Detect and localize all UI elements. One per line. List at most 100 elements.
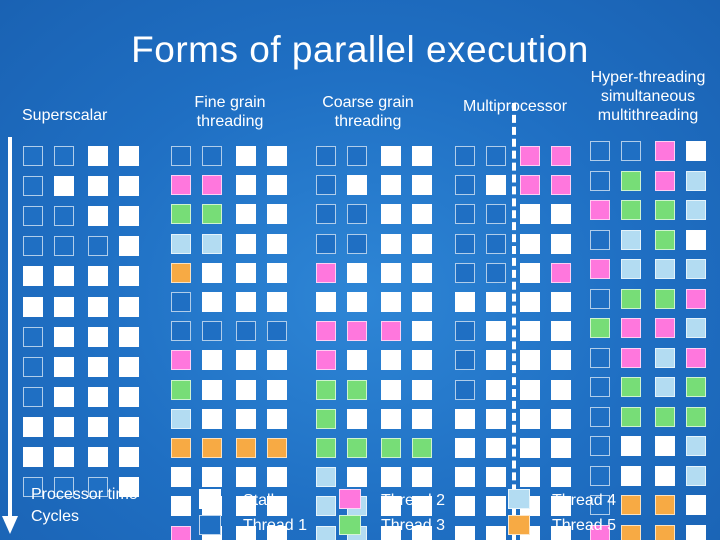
cell-thread-1 [621,141,641,161]
cell-stall [267,263,287,283]
header-coarse-grain: Coarse grain threading [306,93,430,131]
cell-stall [621,466,641,486]
cell-thread-1 [347,234,367,254]
cell-thread-1 [23,236,43,256]
legend-swatch-thread-5 [508,515,530,535]
cell-thread-2 [551,175,571,195]
header-smt-line2: simultaneous [600,88,696,105]
cell-stall [88,327,108,347]
cell-stall [236,496,256,516]
cell-thread-1 [455,263,475,283]
cell-stall [520,292,540,312]
cell-thread-2 [655,171,675,191]
cell-stall [119,206,139,226]
header-fine-grain: Fine grain threading [170,93,290,131]
cell-stall [88,176,108,196]
cell-thread-1 [455,350,475,370]
cell-stall [381,380,401,400]
cell-thread-2 [520,175,540,195]
cell-stall [202,292,222,312]
cell-thread-1 [590,348,610,368]
cell-stall [520,380,540,400]
cell-stall [347,350,367,370]
cell-stall [621,436,641,456]
cell-stall [23,297,43,317]
cell-stall [486,496,506,516]
cell-stall [412,292,432,312]
cell-stall [455,496,475,516]
cell-stall [520,350,540,370]
cell-stall [267,409,287,429]
cell-stall [381,146,401,166]
cell-stall [551,409,571,429]
cell-stall [236,526,256,540]
cell-thread-1 [23,176,43,196]
cell-thread-2 [316,321,336,341]
cell-stall [23,417,43,437]
cell-thread-4 [655,348,675,368]
cell-thread-4 [655,259,675,279]
cell-stall [686,230,706,250]
cell-thread-1 [202,321,222,341]
cell-stall [54,447,74,467]
cell-stall [119,146,139,166]
cell-thread-1 [171,321,191,341]
cell-stall [412,526,432,540]
cell-thread-1 [23,327,43,347]
time-caption: Processor time Cycles [31,484,171,528]
cell-thread-2 [171,350,191,370]
cell-stall [686,141,706,161]
cell-stall [412,263,432,283]
cell-thread-2 [202,175,222,195]
cell-thread-2 [655,141,675,161]
cell-thread-2 [347,321,367,341]
cell-thread-5 [621,525,641,540]
cell-stall [655,466,675,486]
cell-stall [551,321,571,341]
cell-stall [412,380,432,400]
cell-thread-3 [655,407,675,427]
cell-stall [316,292,336,312]
cell-thread-4 [686,200,706,220]
cell-thread-2 [590,259,610,279]
legend-label-thread-3: Thread 3 [381,517,446,534]
cell-thread-3 [621,171,641,191]
cell-thread-1 [455,204,475,224]
cell-thread-1 [316,204,336,224]
cell-thread-1 [54,236,74,256]
cell-stall [412,467,432,487]
cell-stall [455,467,475,487]
cell-thread-4 [171,234,191,254]
cell-stall [686,495,706,515]
header-coarse-grain-line2: threading [334,113,402,130]
cell-thread-4 [686,171,706,191]
cell-stall [236,350,256,370]
cell-thread-1 [590,230,610,250]
cell-thread-2 [590,200,610,220]
cell-thread-3 [412,438,432,458]
cell-thread-1 [54,206,74,226]
cell-thread-1 [236,321,256,341]
cell-stall [88,146,108,166]
legend-swatch-stall [199,489,221,509]
cell-stall [412,234,432,254]
cell-stall [88,206,108,226]
cell-thread-2 [590,525,610,540]
cell-stall [381,263,401,283]
cell-stall [486,321,506,341]
cell-thread-3 [171,380,191,400]
cell-thread-1 [88,477,108,497]
cell-thread-2 [171,175,191,195]
cell-stall [486,467,506,487]
cell-thread-1 [486,146,506,166]
cell-thread-1 [88,236,108,256]
cell-thread-4 [171,409,191,429]
cell-thread-1 [486,234,506,254]
cell-stall [236,263,256,283]
cell-thread-3 [686,377,706,397]
cell-stall [171,467,191,487]
cell-stall [236,146,256,166]
cell-stall [412,321,432,341]
cell-thread-1 [54,146,74,166]
